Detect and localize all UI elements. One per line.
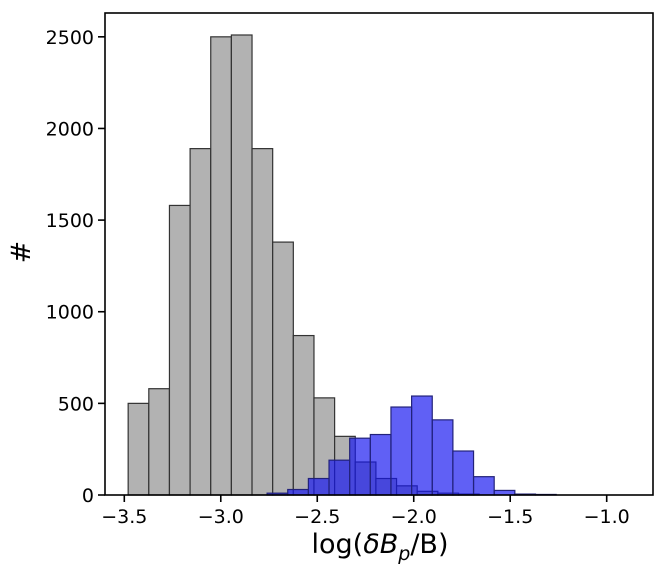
histogram-bar-series-2 [431, 419, 454, 496]
histogram-bar-series-1 [251, 148, 274, 496]
histogram-bar-series-2 [452, 450, 475, 496]
y-tick-label: 1000 [46, 302, 94, 324]
histogram-bar-series-2 [349, 437, 371, 496]
plot-frame [104, 12, 654, 496]
plot-area [127, 34, 557, 496]
histogram-bar-series-1 [210, 36, 232, 496]
y-tick-label: 2500 [46, 27, 94, 49]
y-axis-label: # [6, 241, 37, 264]
histogram-bar-series-2 [390, 406, 413, 496]
x-tick-label: −2.5 [294, 506, 340, 528]
x-tick-label: −3.5 [101, 506, 147, 528]
y-tick-label: 0 [82, 485, 94, 507]
x-tick-label: −3.0 [198, 506, 244, 528]
x-axis-label: log(δBp/B) [312, 529, 449, 565]
histogram-bar-series-2 [472, 476, 495, 496]
x-axis: −3.5 −3.0 −2.5 −2.0 −1.5 −1.0 [101, 495, 630, 528]
y-axis: 0 500 1000 1500 2000 2500 [46, 27, 105, 507]
histogram-bar-series-1 [292, 334, 315, 496]
histogram-bar-series-1 [127, 402, 150, 496]
histogram-bar-series-2 [369, 433, 392, 496]
histogram-bar-series-2 [307, 477, 330, 496]
y-tick-label: 1500 [46, 210, 94, 232]
x-tick-label: −2.0 [391, 506, 437, 528]
histogram-bar-series-2 [287, 488, 309, 496]
histogram-bar-series-1 [272, 241, 294, 496]
x-tick-label: −1.5 [487, 506, 533, 528]
histogram-bar-series-1 [148, 388, 171, 496]
histogram-bar-series-1 [189, 148, 212, 496]
histogram-bar-series-2 [411, 395, 433, 496]
histogram-bar-series-1 [230, 34, 253, 496]
histogram-bar-series-2 [328, 459, 351, 496]
y-tick-label: 500 [58, 393, 94, 415]
histogram-bar-series-1 [168, 204, 191, 496]
y-tick-label: 2000 [46, 118, 94, 140]
x-tick-label: −1.0 [584, 506, 630, 528]
